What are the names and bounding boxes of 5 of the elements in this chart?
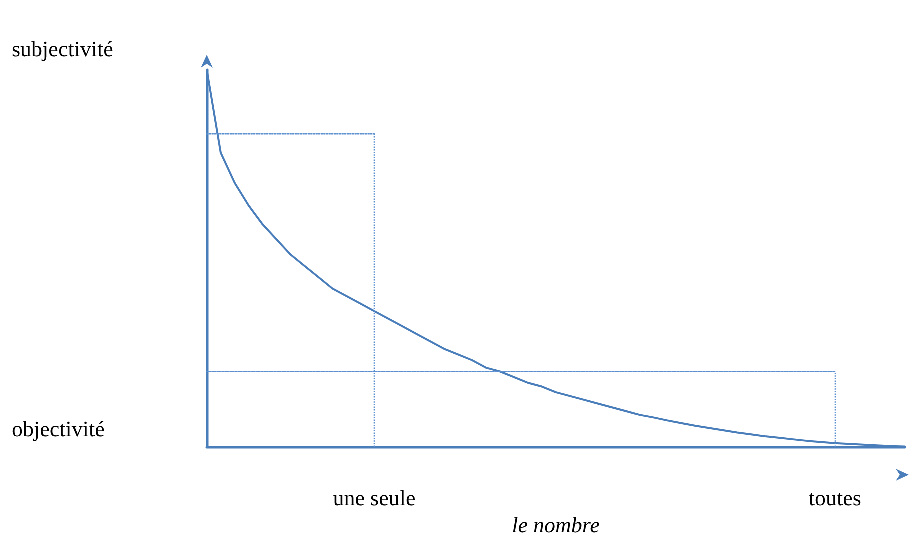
x-axis-title: le nombre [512, 512, 600, 538]
x-tick-label: une seule [333, 486, 416, 511]
y-axis-title: subjectivité [12, 36, 114, 62]
text: objectivité [12, 416, 105, 442]
x-tick-label: toutes [808, 486, 862, 511]
